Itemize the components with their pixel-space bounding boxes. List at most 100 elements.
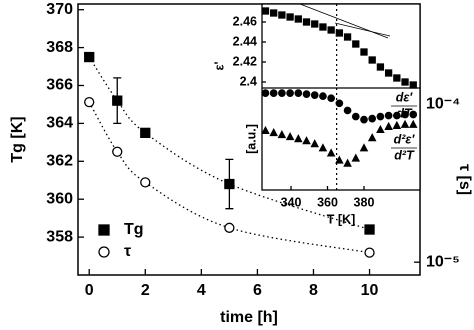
x-axis-label: time [h]	[220, 309, 278, 326]
y-axis-label: Tg [K]	[9, 116, 26, 162]
y2-axis-label: τ [s]	[456, 164, 473, 195]
triangle-marker	[367, 133, 377, 142]
x-tick-label: 8	[309, 282, 318, 299]
triangle-marker	[277, 130, 287, 139]
triangle-marker	[318, 143, 328, 152]
annotation-denominator: d²T	[394, 148, 415, 162]
square-marker	[327, 26, 335, 34]
inset-y-label: ε'	[212, 62, 226, 71]
circle-marker	[112, 146, 123, 157]
circle-marker	[360, 115, 368, 124]
square-marker	[84, 51, 95, 63]
square-marker	[224, 178, 235, 190]
circle-marker	[335, 99, 344, 108]
y-tick-label: 360	[46, 190, 73, 207]
circle-marker	[224, 222, 235, 233]
x-tick-label: 2	[141, 282, 150, 299]
square-marker	[319, 23, 327, 31]
y-tick-label: 2.42	[233, 54, 257, 68]
square-marker	[261, 7, 270, 15]
triangle-marker	[351, 153, 361, 162]
legend-label: τ	[124, 243, 131, 260]
square-marker	[352, 40, 360, 48]
square-marker	[360, 48, 368, 56]
triangle-marker	[335, 155, 344, 164]
tangent-line	[334, 22, 391, 37]
square-marker	[294, 15, 302, 23]
circle-marker	[376, 112, 385, 121]
triangle-marker	[343, 158, 352, 167]
triangle-marker	[269, 127, 278, 137]
y-tick-label: 2.46	[233, 14, 257, 28]
circle-marker	[409, 110, 418, 119]
y-tick-label: 366	[46, 77, 73, 94]
circle-marker	[140, 177, 151, 188]
y-tick-label: 370	[46, 1, 73, 18]
x-tick-label: 360	[317, 195, 338, 209]
circle-marker	[319, 92, 327, 101]
circle-marker	[351, 112, 360, 121]
triangle-marker	[294, 134, 303, 143]
y2-tick-label: 10⁻⁵	[426, 253, 460, 270]
circle-marker	[392, 111, 401, 120]
x-tick-label: 6	[253, 282, 262, 299]
square-marker	[140, 127, 151, 139]
circle-marker	[84, 96, 95, 108]
annotation-denominator: dT	[396, 106, 413, 120]
circle-marker	[278, 89, 286, 97]
x-tick-label: 340	[281, 195, 302, 209]
square-marker	[409, 81, 417, 89]
triangle-marker	[326, 148, 336, 157]
circle-marker	[401, 110, 409, 119]
triangle-marker	[302, 136, 311, 145]
annotation-numerator: d²ε′	[394, 132, 416, 146]
triangle-marker	[400, 119, 410, 128]
circle-marker	[384, 111, 393, 120]
square-marker	[335, 29, 344, 37]
triangle-marker	[359, 143, 369, 152]
triangle-marker	[384, 121, 393, 130]
x-tick-label: 0	[85, 282, 94, 299]
inset-plot: 2.4 2.42 2.44 2.46 340 360 380 ε' [a.u.] T [K] dε′…	[212, 4, 418, 226]
square-marker	[278, 11, 286, 19]
y-tick-label: 368	[46, 39, 73, 56]
square-marker	[384, 69, 393, 77]
main-plot: 0 2 4 6 8 10 358 360 362 364 366 368 370 10⁻⁵ 10⁻⁴ time…	[9, 1, 473, 326]
x-tick-label: 380	[354, 195, 375, 209]
circle-marker	[364, 247, 375, 258]
circle-marker	[368, 114, 377, 123]
inset-y-label: [a.u.]	[244, 124, 258, 154]
y2-tick-label: 10⁻⁴	[426, 95, 460, 112]
triangle-marker	[310, 139, 320, 148]
triangle-marker	[408, 119, 418, 128]
square-marker	[393, 74, 401, 82]
circle-marker	[302, 90, 311, 98]
square-marker	[302, 18, 311, 26]
annotation-numerator: dε′	[396, 90, 414, 104]
y-tick-label: 2.44	[233, 34, 257, 48]
circle-marker	[261, 89, 270, 97]
triangle-marker	[261, 125, 270, 135]
triangle-marker	[392, 120, 402, 129]
circle-marker	[294, 89, 303, 97]
circle-marker	[286, 89, 294, 97]
circle-marker	[310, 91, 319, 99]
square-marker	[364, 224, 375, 235]
y-tick-label: 358	[46, 228, 73, 245]
circle-marker	[327, 94, 335, 103]
square-marker	[112, 95, 123, 106]
circle-marker	[343, 106, 352, 115]
square-marker	[311, 20, 319, 28]
y-tick-label: 362	[46, 153, 73, 170]
legend-marker	[98, 246, 110, 258]
y-tick-label: 2.4	[240, 74, 257, 88]
triangle-marker	[376, 124, 385, 134]
x-tick-label: 4	[197, 282, 206, 299]
square-marker	[376, 63, 385, 71]
square-marker	[343, 33, 352, 41]
inset-x-label: T [K]	[327, 212, 355, 226]
legend-marker	[98, 224, 110, 236]
square-marker	[401, 78, 409, 86]
square-marker	[270, 9, 278, 17]
